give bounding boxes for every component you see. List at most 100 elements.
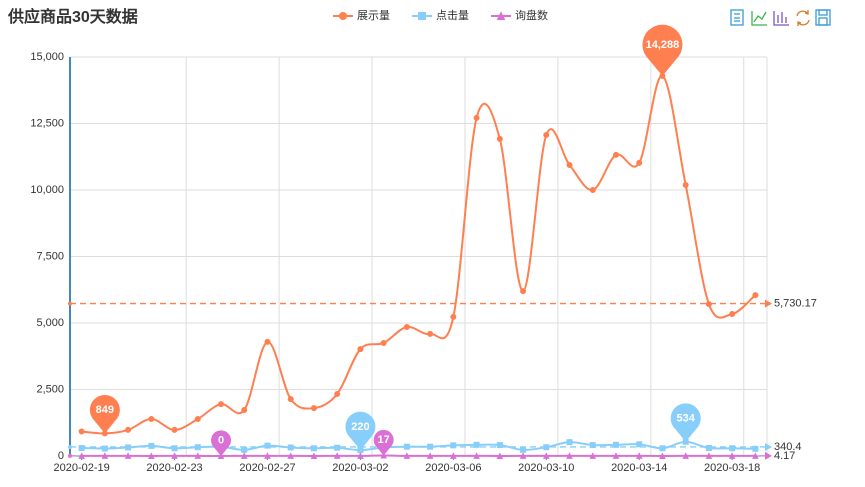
y-tick-label: 15,000	[30, 51, 64, 63]
y-tick-label: 12,500	[30, 117, 64, 129]
data-point	[403, 323, 410, 330]
data-point	[264, 338, 271, 345]
mark-pin-label: 17	[378, 434, 390, 446]
data-point	[566, 439, 573, 446]
data-point	[287, 396, 294, 403]
data-point	[520, 288, 527, 295]
data-point	[612, 151, 619, 158]
data-point	[148, 442, 155, 449]
data-point	[264, 452, 271, 459]
data-point	[566, 161, 573, 168]
legend-marker	[339, 12, 347, 20]
legend-label: 点击量	[436, 9, 469, 22]
y-tick-label: 7,500	[36, 250, 64, 262]
average-start	[68, 453, 72, 458]
average-label: 4.17	[774, 450, 795, 462]
data-point	[636, 441, 643, 448]
x-tick-label: 2020-03-14	[611, 462, 667, 474]
data-view-button[interactable]	[730, 9, 744, 26]
data-point	[473, 441, 480, 448]
save-image-button[interactable]	[815, 9, 831, 26]
data-point	[78, 428, 85, 435]
series-line	[81, 74, 757, 435]
data-point	[334, 444, 341, 451]
data-point	[752, 292, 759, 299]
data-point	[357, 346, 364, 353]
average-label: 5,730.17	[774, 297, 817, 309]
data-point	[496, 135, 503, 142]
legend-label: 询盘数	[515, 8, 548, 22]
data-point	[682, 181, 689, 188]
data-point	[450, 442, 457, 449]
data-point	[241, 446, 248, 453]
data-point	[218, 401, 225, 408]
legend-label: 展示量	[357, 9, 390, 22]
average-start	[68, 301, 72, 306]
x-tick-label: 2020-03-18	[704, 462, 760, 474]
data-point	[380, 339, 387, 346]
toolbox	[730, 9, 831, 26]
data-point	[125, 444, 132, 451]
average-start	[68, 444, 72, 449]
series-line	[81, 440, 756, 452]
mark-pin	[373, 429, 394, 456]
data-point	[729, 310, 736, 317]
chart-title: 供应商品30天数据	[7, 7, 138, 26]
data-point	[241, 406, 248, 413]
data-point	[659, 445, 666, 452]
data-point	[543, 131, 550, 138]
x-tick-label: 2020-03-06	[425, 462, 481, 474]
legend-marker	[496, 11, 506, 20]
x-tick-label: 2020-02-23	[146, 462, 202, 474]
data-point	[194, 452, 202, 459]
data-point	[78, 445, 85, 452]
average-arrow	[765, 451, 772, 460]
average-arrow	[765, 299, 772, 308]
mark-pin	[89, 394, 120, 434]
data-point	[450, 313, 457, 320]
average-label: 340.4	[774, 441, 802, 453]
data-point	[310, 445, 317, 452]
mark-pin	[642, 24, 683, 76]
mark-pin-label: 14,288	[646, 39, 680, 51]
y-tick-label: 5,000	[36, 317, 64, 329]
data-point	[148, 416, 155, 423]
data-point	[520, 446, 527, 453]
data-point	[705, 445, 712, 452]
y-tick-label: 10,000	[30, 184, 64, 196]
data-point	[264, 442, 271, 449]
average-arrow	[765, 442, 772, 451]
mark-pin-label: 534	[677, 412, 696, 424]
data-point	[310, 405, 317, 412]
data-point	[101, 445, 108, 452]
mark-pin	[670, 403, 701, 442]
x-tick-label: 2020-03-10	[518, 462, 574, 474]
data-point	[636, 159, 643, 166]
data-point	[427, 330, 434, 337]
legend-marker	[418, 12, 426, 20]
legend: 展示量 点击量 询盘数	[333, 8, 548, 22]
data-point	[496, 442, 503, 449]
data-point	[473, 114, 480, 121]
line-chart-button[interactable]	[751, 11, 767, 26]
data-point	[589, 187, 596, 193]
data-point	[171, 426, 178, 433]
mark-pin-label: 220	[351, 421, 369, 433]
data-point	[194, 444, 201, 451]
bar-chart-button[interactable]	[773, 11, 789, 26]
y-tick-label: 0	[58, 450, 64, 462]
mark-pin-label: 0	[218, 434, 224, 446]
data-point	[171, 445, 178, 452]
mark-pin-label: 849	[96, 404, 114, 416]
x-tick-label: 2020-02-27	[239, 462, 295, 474]
mark-pin	[211, 430, 232, 456]
data-point	[334, 391, 341, 398]
data-point	[194, 416, 201, 423]
restore-button[interactable]	[796, 10, 810, 26]
data-point	[124, 452, 132, 459]
y-tick-label: 2,500	[36, 383, 64, 395]
x-tick-label: 2020-02-19	[53, 462, 109, 474]
data-point	[729, 445, 736, 452]
mark-pin	[345, 411, 376, 451]
data-point	[125, 426, 132, 433]
